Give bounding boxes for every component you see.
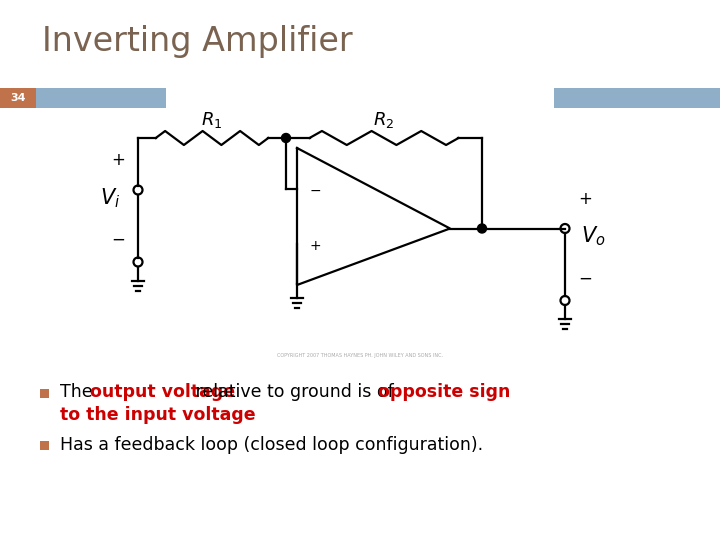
Text: $V_i$: $V_i$	[100, 186, 120, 210]
Bar	[40, 441, 49, 449]
Bar	[554, 88, 720, 108]
Text: −: −	[578, 269, 592, 287]
Text: 34: 34	[10, 93, 26, 103]
Text: Has a feedback loop (closed loop configuration).: Has a feedback loop (closed loop configu…	[60, 436, 483, 454]
Text: COPYRIGHT 2007 THOMAS HAYNES PH. JOHN WILEY AND SONS INC.: COPYRIGHT 2007 THOMAS HAYNES PH. JOHN WI…	[277, 353, 443, 357]
Bar	[36, 88, 166, 108]
Text: opposite sign: opposite sign	[378, 383, 510, 401]
Text: relative to ground is of: relative to ground is of	[190, 383, 400, 401]
Text: $V_o$: $V_o$	[581, 225, 606, 248]
Text: The: The	[60, 383, 98, 401]
Text: +: +	[111, 151, 125, 169]
Bar	[40, 388, 49, 397]
Text: to the input voltage: to the input voltage	[60, 406, 256, 424]
Text: −: −	[111, 231, 125, 249]
Text: −: −	[309, 184, 321, 198]
Text: output voltage: output voltage	[90, 383, 235, 401]
Text: $R_1$: $R_1$	[202, 110, 222, 130]
Text: Inverting Amplifier: Inverting Amplifier	[42, 25, 353, 58]
Text: +: +	[309, 239, 321, 253]
Bar	[0, 88, 36, 108]
Text: +: +	[578, 190, 592, 207]
Circle shape	[282, 133, 290, 143]
Text: $R_2$: $R_2$	[374, 110, 395, 130]
Circle shape	[477, 224, 487, 233]
